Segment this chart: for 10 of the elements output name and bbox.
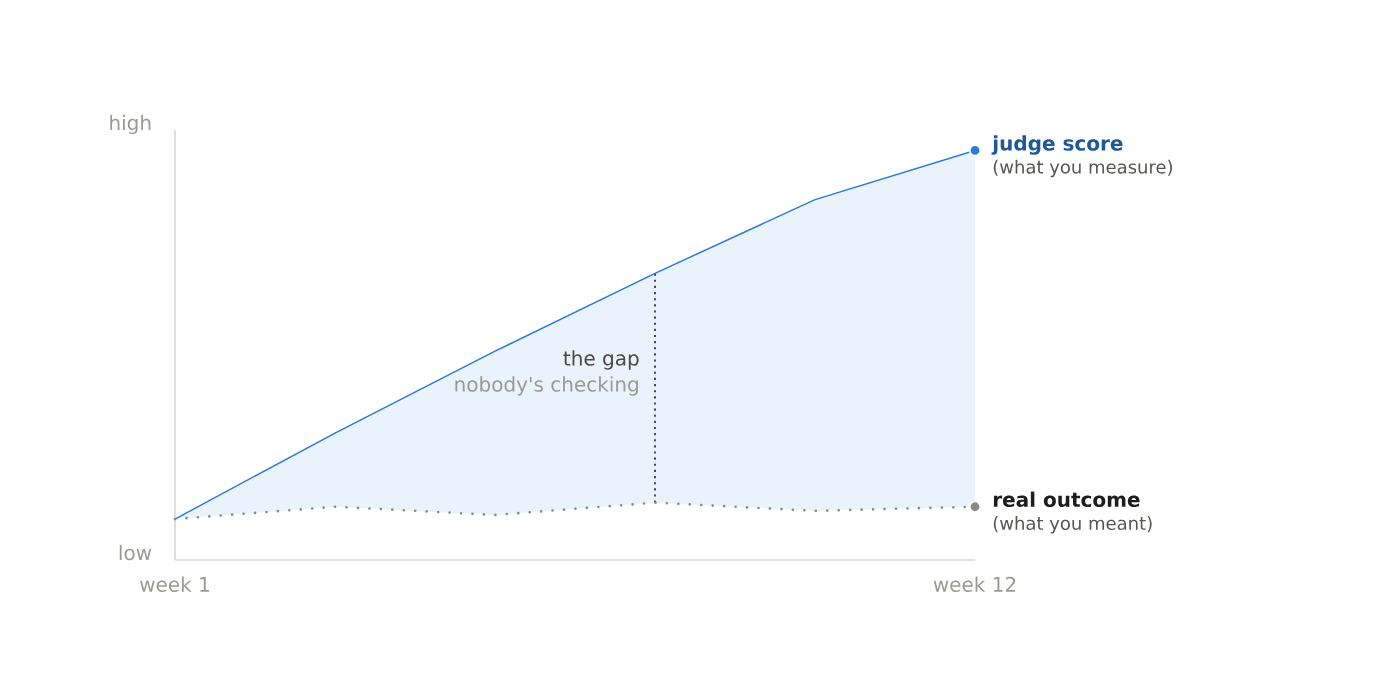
- annotation: nobody's checking: [455, 376, 638, 396]
- text: low: [119, 544, 152, 561]
- text: high: [110, 114, 151, 135]
- series-label: judge score: [991, 135, 1123, 155]
- x-tick-label: week 12: [933, 576, 1016, 592]
- annotation: (what you meant): [993, 516, 1152, 534]
- x-tick-label: week 1: [140, 576, 209, 592]
- annotation: (what you measure): [993, 159, 1173, 178]
- annotation: the gap: [563, 350, 639, 370]
- series-label: real outcome: [993, 491, 1140, 508]
